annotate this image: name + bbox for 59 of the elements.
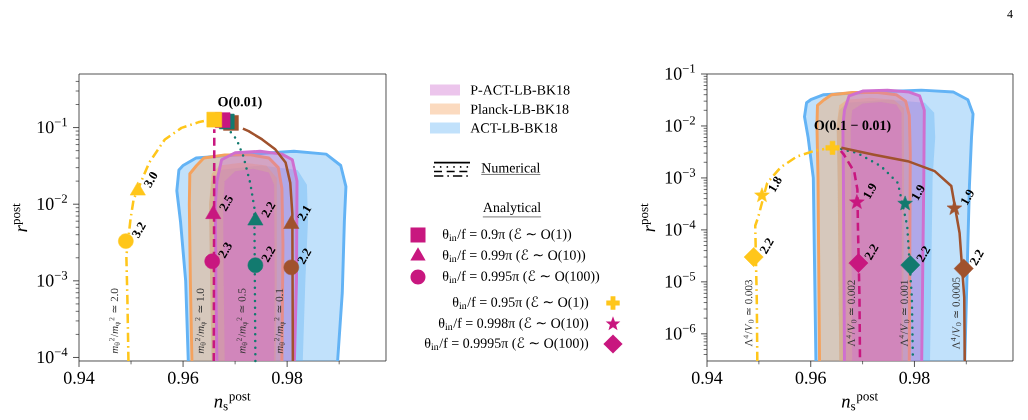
y-tick-label: 10$^{−4}$ [665,220,696,236]
y-tick-label: 10$^{−5}$ [665,272,696,288]
annotation: 1.8 [769,176,782,193]
annotation: 2.5 [219,195,233,212]
y-tick-label: 10$^{−3}$ [665,168,696,184]
legend-label: θ$_{in}$/f = 0.995π (ℰ ∼ O(100)) [442,270,600,284]
annotation: 2.2 [916,246,931,263]
y-axis-title: r$^{post}$ [12,203,28,232]
annotation: Λ$^{4}$/V$_{0}$ ≃ 0.002 [846,280,857,347]
point [825,140,840,155]
annotation: 2.2 [864,244,879,261]
legend-label: ACT-LB-BK18 [470,123,558,133]
legend-label: θ$_{in}$/f = 0.95π (ℰ ∼ O(1)) [452,296,589,310]
legend-label: P-ACT-LB-BK18 [470,85,570,95]
x-tick-label: 0.98 [272,371,303,384]
y-tick-label: 10$^{−6}$ [665,324,696,340]
annotation: Λ$^{4}$/V$_{0}$ ≃ 0.003 [743,280,754,347]
annotation: O(0.01) [218,96,262,110]
y-tick-label: 10$^{−1}$ [37,117,67,134]
annotation: 2.1 [297,205,312,222]
y-tick-label: 10$^{−4}$ [37,347,68,364]
annotation: 2.2 [261,246,276,263]
annotation: 1.9 [912,184,925,201]
y-tick-label: 10$^{−3}$ [37,271,68,287]
x-axis-title: n$_{s}$post [841,393,879,411]
x-tick-label: 0.94 [691,371,723,384]
legend-label: Planck-LB-BK18 [470,104,569,114]
annotation: Λ$^{4}$/V$_{0}$ ≃ 0.001 [899,280,910,347]
annotation: m$_{θ}$$^{2}$/m$_{φ}$$^{2}$ ≃ 0.5 [236,288,249,354]
legend-label: θ$_{in}$/f = 0.9995π (ℰ ∼ O(100)) [424,337,589,351]
annotation: m$_{θ}$$^{2}$/m$_{φ}$$^{2}$ ≃ 0.1 [274,288,286,354]
annotation: Λ$^{4}$/V$_{0}$ ≃ 0.0005 [950,277,962,350]
annotation: O(0.1 − 0.01) [814,120,891,133]
annotation: 2.3 [218,242,232,259]
annotation: 3.2 [131,222,147,239]
annotation: 2.2 [969,249,984,266]
annotation: 1.9 [863,183,877,200]
x-tick-label: 0.94 [63,371,95,384]
x-tick-label: 0.96 [795,371,826,384]
y-tick-label: 10$^{−2}$ [665,116,695,132]
y-axis-title: r$^{post}$ [640,203,656,232]
annotation: 2.2 [759,238,774,255]
y-tick-label: 10$^{−2}$ [37,194,67,210]
text: Numerical [481,162,541,173]
text: 4 [1007,10,1013,18]
y-tick-label: 10$^{−1}$ [665,64,695,80]
annotation: 2.2 [261,201,276,218]
legend-label: θ$_{in}$/f = 0.9π (ℰ ∼ O(1)) [442,228,572,242]
x-tick-label: 0.98 [899,371,930,384]
annotation: 1.9 [961,189,974,206]
text: Analytical [482,202,541,216]
x-axis-title: n$_{s}$post [214,393,251,411]
legend-label: θ$_{in}$/f = 0.99π (ℰ ∼ O(10)) [442,249,586,263]
annotation: m$_{θ}$$^{2}$/m$_{φ}$$^{2}$ ≃ 2.0 [109,288,121,354]
annotation: 2.2 [297,248,312,265]
x-tick-label: 0.96 [168,371,199,384]
annotation: 3.0 [143,172,158,188]
annotation: m$_{θ}$$^{2}$/m$_{φ}$$^{2}$ ≃ 1.0 [195,288,207,354]
legend-label: θ$_{in}$/f = 0.998π (ℰ ∼ O(10)) [438,317,589,331]
